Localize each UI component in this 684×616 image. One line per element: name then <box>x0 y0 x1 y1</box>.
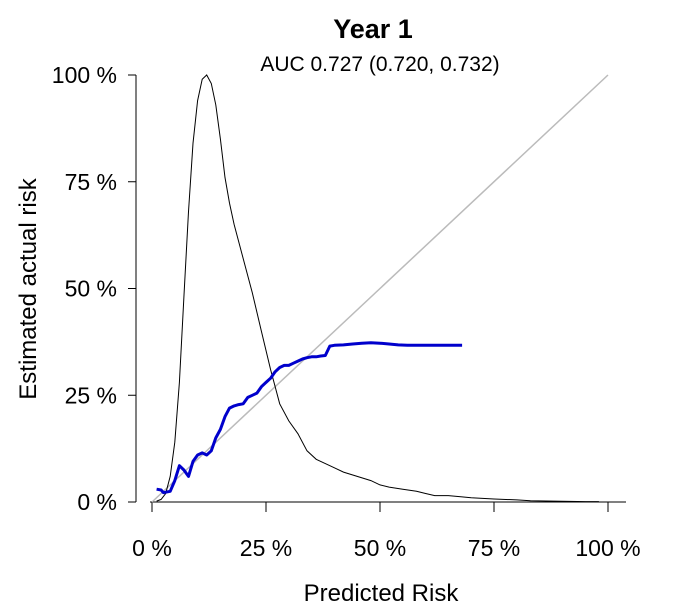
x-tick-label: 75 % <box>468 535 520 561</box>
y-tick-label: 25 % <box>65 382 117 408</box>
density-curve <box>156 74 599 503</box>
y-tick-label: 50 % <box>65 276 117 302</box>
x-tick-label: 0 % <box>132 535 172 561</box>
x-tick-label: 25 % <box>240 535 292 561</box>
x-tick-label: 100 % <box>575 535 640 561</box>
y-axis-label: Estimated actual risk <box>15 177 42 399</box>
x-axis-label: Predicted Risk <box>304 580 460 607</box>
calibration-curve <box>156 341 463 495</box>
x-axis-ticks: 0 % 25 % 50 % 75 % 100 % <box>132 502 641 561</box>
chart-title: Year 1 <box>333 14 413 44</box>
y-tick-label: 0 % <box>77 489 117 515</box>
chart-subtitle: AUC 0.727 (0.720, 0.732) <box>260 53 499 76</box>
y-axis-ticks: 0 % 25 % 50 % 75 % 100 % <box>52 62 136 515</box>
y-tick-label: 100 % <box>52 62 117 88</box>
x-tick-label: 50 % <box>354 535 406 561</box>
y-tick-label: 75 % <box>65 169 117 195</box>
reference-diagonal-line <box>151 74 609 503</box>
